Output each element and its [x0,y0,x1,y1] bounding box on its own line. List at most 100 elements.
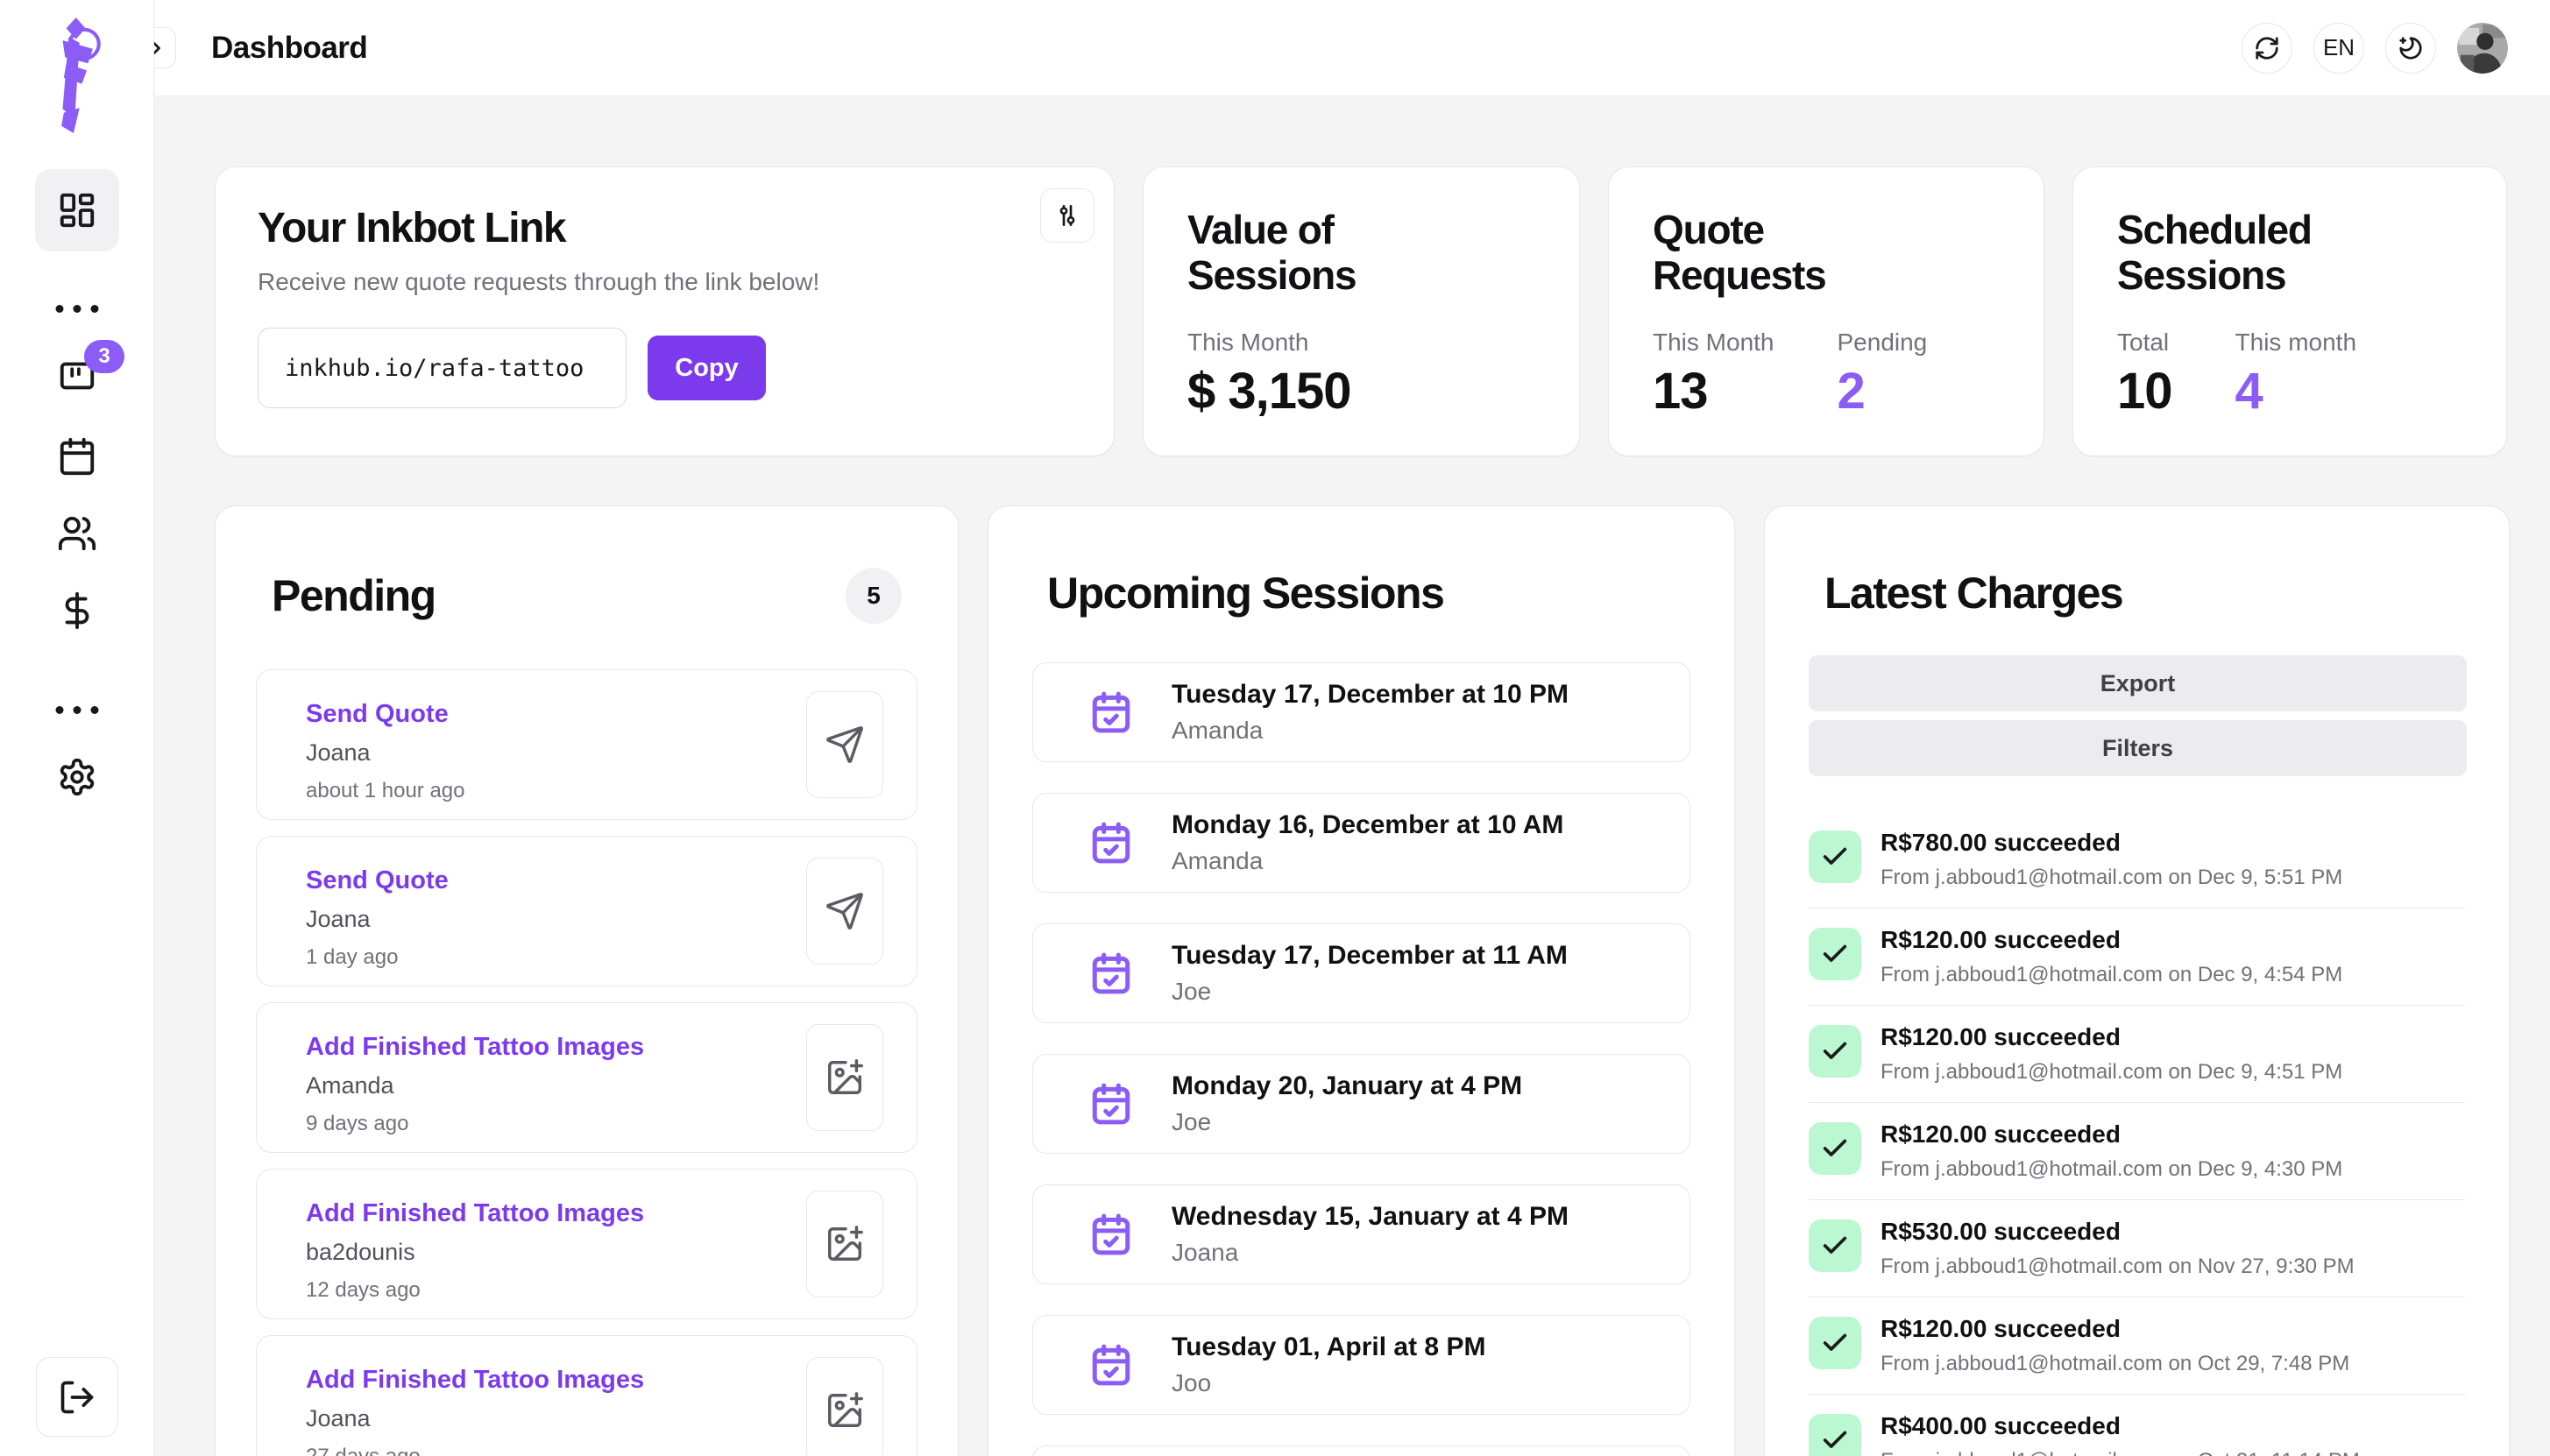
charge-detail: From j.abboud1@hotmail.com on Oct 29, 7:… [1881,1352,2350,1375]
pending-item[interactable]: Send Quote Joana about 1 hour ago [256,669,917,820]
session-item[interactable]: Wednesday 15, January at 4 PM Joana [1032,1184,1690,1284]
pending-item[interactable]: Send Quote Joana 1 day ago [256,836,917,986]
send-icon [825,891,865,931]
charge-row: R$120.00 succeeded From j.abboud1@hotmai… [1809,1006,2465,1102]
stat-card-value-of-sessions: Value of Sessions This Month $ 3,150 [1143,166,1580,456]
charge-detail: From j.abboud1@hotmail.com on Nov 27, 9:… [1881,1255,2355,1278]
session-item[interactable]: Tuesday 17, December at 10 PM Amanda [1032,662,1690,762]
send-icon [825,724,865,765]
charge-divider [1809,1102,2465,1103]
charge-entry: R$120.00 succeeded From j.abboud1@hotmai… [1809,1103,2465,1200]
sidebar-item-settings[interactable] [57,757,97,797]
sidebar-item-dashboard[interactable] [34,169,119,251]
session-item-partial[interactable] [1032,1445,1690,1456]
gear-icon [60,758,94,796]
session-date: Tuesday 01, April at 8 PM [1172,1332,1486,1361]
stat-title: Scheduled Sessions [2117,207,2313,298]
pending-timestamp: 27 days ago [306,1445,882,1456]
sidebar-item-board[interactable] [57,356,97,396]
calendar-check-icon [1089,1212,1133,1256]
sidebar-item-payments[interactable] [57,590,97,631]
pending-item[interactable]: Add Finished Tattoo Images ba2dounis 12 … [256,1169,917,1319]
pending-action-link[interactable]: Add Finished Tattoo Images [306,1366,645,1394]
sidebar-more-icon[interactable] [55,305,98,313]
session-client-name: Amanda [1172,717,1264,744]
pending-action-button[interactable] [806,1357,883,1456]
inkbot-link-input[interactable] [258,328,627,408]
stat-card-scheduled-sessions: Scheduled Sessions Total 10 This month 4 [2072,166,2507,456]
session-item[interactable]: Tuesday 17, December at 11 AM Joe [1032,923,1690,1023]
pending-action-button[interactable] [806,1024,883,1131]
pending-client-name: Amanda [306,1072,394,1099]
pending-timestamp: 12 days ago [306,1278,421,1302]
charge-list: R$780.00 succeeded From j.abboud1@hotmai… [1809,811,2465,1456]
copy-button[interactable]: Copy [648,336,766,400]
session-item[interactable]: Tuesday 01, April at 8 PM Joo [1032,1315,1690,1415]
session-date: Tuesday 17, December at 10 PM [1172,680,1569,709]
pending-item[interactable]: Add Finished Tattoo Images Amanda 9 days… [256,1002,917,1153]
session-date: Tuesday 17, December at 11 AM [1172,941,1568,970]
session-date: Monday 20, January at 4 PM [1172,1071,1523,1100]
calendar-check-icon [1089,1343,1133,1387]
users-icon [58,516,96,551]
export-button[interactable]: Export [1809,655,2467,711]
calendar-check-icon [1089,1082,1133,1126]
link-card-title: Your Inkbot Link [258,205,567,251]
sidebar-item-calendar[interactable] [57,436,97,477]
session-client-name: Joo [1172,1369,1212,1396]
charge-entry: R$120.00 succeeded From j.abboud1@hotmai… [1809,1297,2465,1395]
pending-action-button[interactable] [806,1191,883,1297]
pending-title: Pending [272,571,436,620]
page-title: Dashboard [211,30,368,65]
session-date: Wednesday 15, January at 4 PM [1172,1202,1569,1231]
main-content: Your Inkbot Link Receive new quote reque… [155,97,2550,1456]
pending-action-link[interactable]: Add Finished Tattoo Images [306,1199,645,1227]
pending-action-button[interactable] [806,691,883,798]
inkbot-logo [37,18,117,133]
charge-amount-status: R$120.00 succeeded [1881,926,2121,953]
charge-success-check-icon [1809,1025,1861,1078]
stat-card-quote-requests: Quote Requests This Month 13 Pending 2 [1608,166,2044,456]
sidebar-more2-icon[interactable] [55,706,98,714]
pending-panel: Pending 5 Send Quote Joana about 1 hour … [215,505,959,1456]
topbar: Dashboard EN [135,0,2550,96]
session-item[interactable]: Monday 20, January at 4 PM Joe [1032,1054,1690,1154]
sliders-icon [1059,205,1075,226]
charge-entry: R$530.00 succeeded From j.abboud1@hotmai… [1809,1200,2465,1297]
pending-client-name: Joana [306,739,371,766]
charge-amount-status: R$780.00 succeeded [1881,829,2121,856]
charge-row: R$120.00 succeeded From j.abboud1@hotmai… [1809,1297,2465,1394]
image-plus-icon [825,1224,865,1264]
pending-action-link[interactable]: Send Quote [306,700,449,728]
pending-action-button[interactable] [806,858,883,965]
filters-button[interactable]: Filters [1809,720,2467,776]
language-button[interactable]: EN [2313,22,2364,74]
pending-action-link[interactable]: Send Quote [306,866,449,894]
session-item[interactable]: Monday 16, December at 10 AM Amanda [1032,793,1690,893]
dark-mode-button[interactable] [2385,22,2436,74]
charge-amount-status: R$530.00 succeeded [1881,1218,2121,1245]
logout-button[interactable] [35,1357,118,1437]
charge-entry: R$400.00 succeeded From j.abboud1@hotmai… [1809,1395,2465,1456]
charge-entry: R$780.00 succeeded From j.abboud1@hotmai… [1809,811,2465,908]
sidebar-item-clients[interactable] [57,513,97,554]
chevron-right-icon [151,40,160,55]
charge-divider [1809,1199,2465,1200]
charge-entry: R$120.00 succeeded From j.abboud1@hotmai… [1809,908,2465,1006]
pending-item[interactable]: Add Finished Tattoo Images Joana 27 days… [256,1335,917,1456]
calendar-icon [60,437,94,476]
charge-success-check-icon [1809,928,1861,980]
charge-row: R$120.00 succeeded From j.abboud1@hotmai… [1809,908,2465,1005]
pending-action-link[interactable]: Add Finished Tattoo Images [306,1033,645,1061]
charge-detail: From j.abboud1@hotmail.com on Oct 21, 11… [1881,1449,2360,1456]
refresh-icon [2256,36,2278,60]
link-card-subtitle: Receive new quote requests through the l… [258,268,820,295]
refresh-button[interactable] [2242,22,2292,74]
session-date: Monday 16, December at 10 AM [1172,810,1564,839]
upcoming-sessions-panel: Upcoming Sessions Tuesday 17, December a… [988,505,1735,1456]
avatar[interactable] [2457,22,2508,74]
calendar-check-icon [1089,951,1133,995]
metric-pending: Pending 2 [1837,329,1928,420]
link-settings-button[interactable] [1040,188,1094,243]
logout-icon [60,1381,93,1413]
